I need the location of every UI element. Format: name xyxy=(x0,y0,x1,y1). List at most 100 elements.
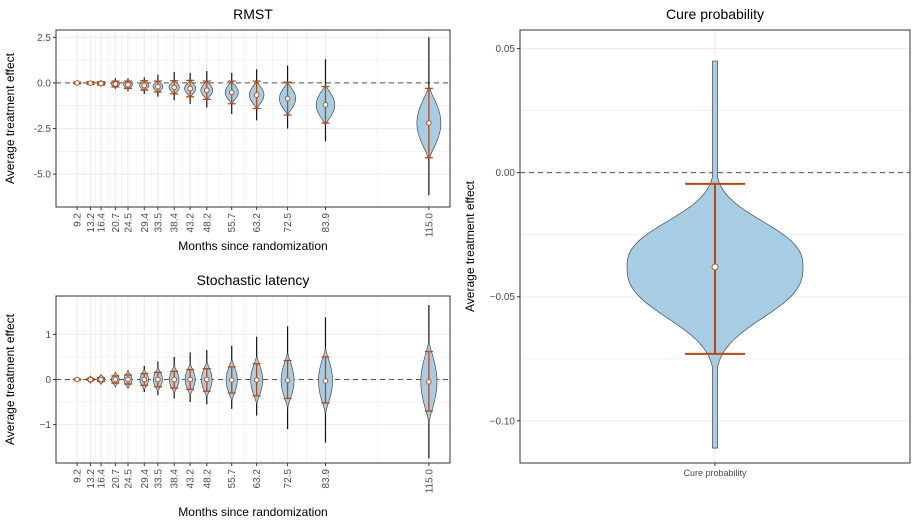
median-point xyxy=(228,377,235,383)
x-tick-label: 55.7 xyxy=(227,213,238,233)
y-tick-label: -5.0 xyxy=(34,170,52,181)
x-tick-label: 43.2 xyxy=(186,469,197,489)
violin-latency-83.9 xyxy=(318,317,333,443)
x-tick-label: 16.4 xyxy=(97,469,108,489)
x-tick-label: 29.4 xyxy=(140,469,151,489)
median-point xyxy=(171,84,177,91)
median-point xyxy=(284,95,291,102)
x-tick-label: 13.2 xyxy=(86,469,97,489)
violin-rmst-43.2 xyxy=(184,72,197,104)
x-tick-label: 115.0 xyxy=(424,469,435,494)
y-tick-label: −1 xyxy=(40,420,52,431)
x-tick-label: 55.7 xyxy=(227,469,238,489)
median-point xyxy=(711,263,719,271)
x-tick-label: 83.9 xyxy=(321,213,332,233)
violin-cure-Cure probability xyxy=(626,60,804,449)
violin-rmst-16.4 xyxy=(96,80,106,87)
y-tick-label: 0.00 xyxy=(496,168,516,179)
median-point xyxy=(322,378,329,384)
median-point xyxy=(187,376,193,383)
violin-rmst-13.2 xyxy=(86,80,95,86)
violin-latency-43.2 xyxy=(184,352,196,403)
panel-latency: 1 0 −1 9.2 13.2 16.4 20.7 24.5 29.4 33.5 38.4 43.2 4… xyxy=(3,272,451,519)
x-tick-label: 24.5 xyxy=(123,469,134,489)
y-tick-label: 2.5 xyxy=(37,33,51,44)
x-tick-label: Cure probability xyxy=(683,468,747,478)
median-point xyxy=(112,376,119,383)
violin-latency-72.5 xyxy=(280,326,295,430)
x-tick-label: 9.2 xyxy=(73,469,84,483)
median-point xyxy=(87,80,94,86)
median-point xyxy=(125,81,131,88)
median-point xyxy=(228,89,235,96)
x-tick-label: 38.4 xyxy=(170,469,181,489)
violin-rmst-20.7 xyxy=(110,78,120,89)
violin-rmst-72.5 xyxy=(279,65,296,129)
x-tick-label: 72.5 xyxy=(283,469,294,489)
violin-rmst-24.5 xyxy=(123,78,133,92)
median-point xyxy=(253,377,260,383)
violin-rmst-29.4 xyxy=(139,77,150,94)
violin-rmst-55.7 xyxy=(224,72,239,114)
median-point xyxy=(87,376,94,383)
x-tick-label: 24.5 xyxy=(123,213,134,233)
y-axis-label: Average treatment effect xyxy=(3,52,17,184)
violin-latency-63.2 xyxy=(250,336,264,416)
median-point xyxy=(187,85,193,92)
violin-latency-115.0 xyxy=(420,305,438,459)
x-tick-label: 48.2 xyxy=(202,469,213,489)
y-tick-label: 0 xyxy=(45,375,51,386)
chart-title: RMST xyxy=(233,6,273,22)
violin-latency-24.5 xyxy=(123,370,133,389)
violin-rmst-115.0 xyxy=(416,37,442,196)
x-tick-label: 83.9 xyxy=(321,469,332,489)
violin-latency-38.4 xyxy=(169,356,180,399)
median-point xyxy=(74,80,80,86)
y-tick-label: 1 xyxy=(45,330,51,341)
y-tick-label: −0.05 xyxy=(490,292,516,303)
median-point xyxy=(253,92,260,98)
median-point xyxy=(204,376,210,383)
panel-border xyxy=(55,29,451,208)
violin-latency-13.2 xyxy=(86,375,95,384)
x-tick-label: 48.2 xyxy=(202,213,213,233)
chart-title: Cure probability xyxy=(666,6,764,22)
median-point xyxy=(155,376,161,383)
median-point xyxy=(426,379,432,385)
median-point xyxy=(141,82,148,89)
x-tick-label: 9.2 xyxy=(73,213,84,227)
y-tick-label: -2.5 xyxy=(34,124,52,135)
x-tick-label: 33.5 xyxy=(153,213,164,233)
violin-latency-29.4 xyxy=(139,365,149,393)
x-tick-label: 43.2 xyxy=(186,213,197,233)
median-point xyxy=(155,83,161,90)
x-tick-label: 29.4 xyxy=(140,213,151,233)
violin-rmst-38.4 xyxy=(168,71,180,101)
median-point xyxy=(112,81,119,87)
violin-latency-48.2 xyxy=(201,350,213,405)
violin-latency-33.5 xyxy=(152,361,163,396)
chart-title: Stochastic latency xyxy=(197,272,310,288)
y-tick-label: −0.10 xyxy=(490,416,516,427)
median-point xyxy=(284,377,291,384)
x-axis-label: Months since randomization xyxy=(178,239,327,253)
violin-latency-9.2 xyxy=(73,376,82,383)
x-tick-label: 20.7 xyxy=(111,469,122,489)
y-tick-label: 0.05 xyxy=(496,44,516,55)
violin-rmst-33.5 xyxy=(152,74,164,97)
violin-rmst-48.2 xyxy=(200,71,214,108)
x-tick-label: 16.4 xyxy=(97,213,108,233)
violin-latency-55.7 xyxy=(225,345,238,409)
x-tick-label: 38.4 xyxy=(170,213,181,233)
median-point xyxy=(171,376,177,383)
median-point xyxy=(322,102,329,108)
panel-cure: 0.05 0.00 −0.05 −0.10 Cure probability Cure p… xyxy=(463,6,911,478)
violin-latency-16.4 xyxy=(97,373,106,386)
violin-latency-20.7 xyxy=(111,371,120,388)
panel-rmst: 2.5 0.0 -2.5 -5.0 9.2 13.2 16.4 20.7 24.5 29.4 33.… xyxy=(3,6,451,253)
violin-rmst-83.9 xyxy=(315,59,336,142)
x-tick-label: 20.7 xyxy=(111,213,122,233)
median-point xyxy=(74,376,80,383)
median-point xyxy=(125,376,131,383)
